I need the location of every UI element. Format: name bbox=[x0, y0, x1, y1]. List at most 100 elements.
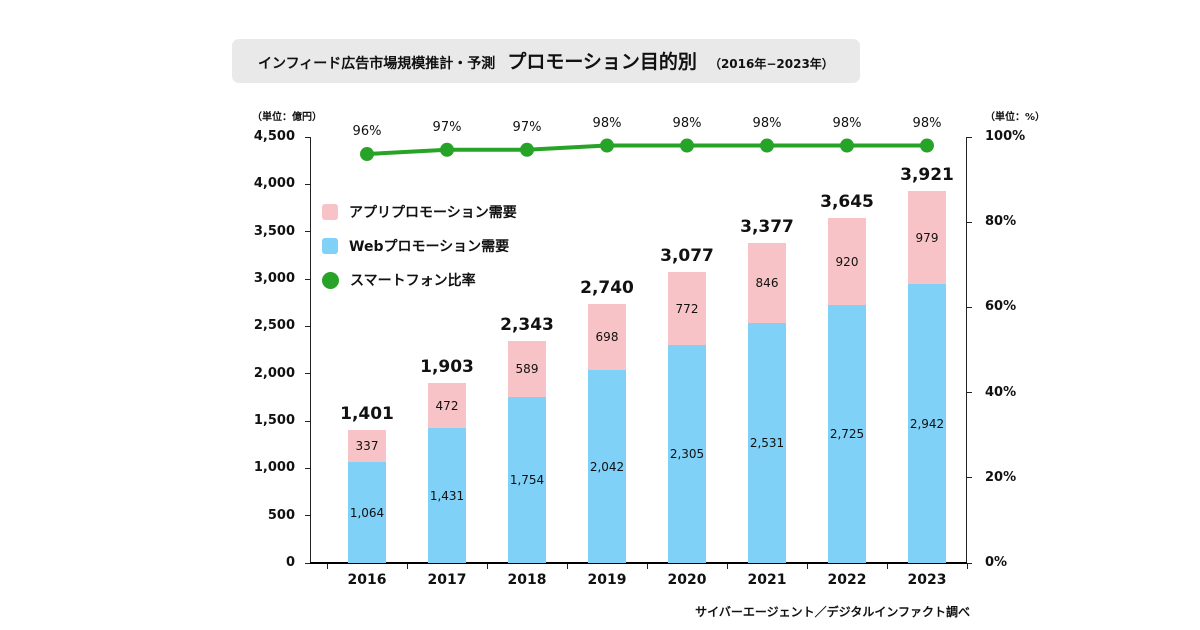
legend-item-1: Webプロモーション需要 bbox=[322, 237, 517, 255]
right-axis-tick bbox=[967, 306, 972, 308]
x-axis-label: 2021 bbox=[747, 572, 787, 588]
x-axis-line bbox=[310, 562, 967, 564]
y-axis-left-label: 1,000 bbox=[253, 460, 295, 476]
legend-label: Webプロモーション需要 bbox=[349, 239, 510, 255]
bar-segment-app: 920 bbox=[828, 218, 866, 305]
x-axis-tick bbox=[327, 564, 328, 569]
trend-line-svg bbox=[360, 138, 934, 162]
y-axis-right-label: 20% bbox=[985, 469, 1017, 485]
x-axis-label: 2017 bbox=[427, 572, 467, 588]
x-axis-label: 2018 bbox=[507, 572, 547, 588]
bar-segment-app: 337 bbox=[348, 430, 386, 462]
trend-dot bbox=[840, 138, 854, 153]
x-axis-tick bbox=[487, 564, 488, 569]
trend-dot bbox=[920, 138, 934, 153]
x-axis-tick bbox=[967, 564, 968, 569]
left-axis-tick bbox=[305, 467, 310, 469]
bar-total-label: 3,377 bbox=[740, 217, 794, 237]
right-axis-line bbox=[966, 137, 967, 563]
bar-total-label: 1,401 bbox=[340, 404, 394, 424]
x-axis-label: 2019 bbox=[587, 572, 627, 588]
bar-2020: 772 2,305 bbox=[668, 272, 706, 563]
legend-label: アプリプロモーション需要 bbox=[349, 205, 517, 221]
bar-segment-web: 2,042 bbox=[588, 370, 626, 563]
bar-segment-app: 772 bbox=[668, 272, 706, 345]
percent-label: 98% bbox=[912, 115, 942, 131]
trend-dot bbox=[680, 138, 694, 153]
plot-area: 337 1,064 1,401 2016 96% 472 1,431 1,903 2017 97%… bbox=[305, 116, 972, 588]
bar-total-label: 3,077 bbox=[660, 246, 714, 266]
x-axis-label: 2020 bbox=[667, 572, 707, 588]
bar-2016: 337 1,064 bbox=[348, 430, 386, 563]
y-axis-left-label: 1,500 bbox=[253, 413, 295, 428]
y-axis-left: 4,500 4,000 3,500 3,000 2,500 2,000 1,500 1,000… bbox=[232, 129, 295, 570]
bar-2019: 698 2,042 bbox=[588, 304, 626, 563]
bar-segment-app: 846 bbox=[748, 243, 786, 323]
trend-dot bbox=[360, 147, 374, 162]
legend-swatch-square bbox=[322, 238, 338, 254]
right-axis-unit-label: （単位：%） bbox=[985, 112, 1046, 123]
x-axis-tick bbox=[407, 564, 408, 569]
bar-segment-web: 1,431 bbox=[428, 428, 466, 563]
bar-total-label: 1,903 bbox=[420, 357, 474, 377]
bar-segment-web: 2,305 bbox=[668, 345, 706, 563]
x-axis-tick bbox=[807, 564, 808, 569]
x-axis-label: 2023 bbox=[907, 572, 947, 588]
left-axis-tick bbox=[305, 325, 310, 327]
x-axis-label: 2022 bbox=[827, 572, 867, 588]
left-axis-line bbox=[310, 137, 311, 563]
right-axis-tick bbox=[967, 136, 972, 138]
y-axis-left-label: 500 bbox=[267, 507, 295, 523]
legend: アプリプロモーション需要 Webプロモーション需要 スマートフォン比率 bbox=[322, 203, 517, 305]
bar-total-label: 2,343 bbox=[500, 315, 554, 335]
percent-label: 97% bbox=[432, 119, 462, 135]
trend-dot bbox=[520, 142, 534, 157]
y-axis-left-label: 4,000 bbox=[253, 176, 295, 192]
right-axis-tick bbox=[967, 477, 972, 479]
bar-segment-web: 1,064 bbox=[348, 462, 386, 563]
chart-title-years: （2016年−2023年） bbox=[708, 57, 834, 71]
y-axis-left-label: 2,000 bbox=[253, 365, 295, 381]
y-axis-right: 100% 80% 60% 40% 20% 0% bbox=[985, 129, 1045, 570]
trend-line bbox=[366, 143, 927, 157]
bar-segment-web: 2,725 bbox=[828, 305, 866, 563]
chart-title: インフィード広告市場規模推計・予測 プロモーション目的別 （2016年−2023… bbox=[232, 39, 860, 83]
x-axis-label: 2016 bbox=[347, 572, 387, 588]
percent-label: 98% bbox=[752, 115, 782, 131]
legend-item-2: スマートフォン比率 bbox=[322, 271, 517, 289]
y-axis-right-label: 60% bbox=[985, 299, 1017, 315]
y-axis-left-label: 0 bbox=[285, 555, 295, 570]
trend-dot bbox=[600, 138, 614, 153]
y-axis-right-label: 80% bbox=[985, 214, 1017, 230]
left-axis-tick bbox=[305, 515, 310, 517]
chart-title-main: プロモーション目的別 bbox=[507, 51, 697, 73]
bar-2023: 979 2,942 bbox=[908, 191, 946, 563]
y-axis-left-label: 4,500 bbox=[253, 129, 295, 144]
bar-segment-app: 979 bbox=[908, 191, 946, 284]
legend-label: スマートフォン比率 bbox=[350, 273, 476, 289]
bar-2018: 589 1,754 bbox=[508, 341, 546, 563]
bar-2022: 920 2,725 bbox=[828, 218, 866, 563]
x-axis-tick bbox=[567, 564, 568, 569]
percent-label: 97% bbox=[512, 119, 542, 135]
bar-2017: 472 1,431 bbox=[428, 383, 466, 563]
bar-total-label: 2,740 bbox=[580, 278, 634, 298]
left-axis-tick bbox=[305, 562, 310, 564]
y-axis-left-label: 3,500 bbox=[253, 223, 295, 239]
trend-dot bbox=[760, 138, 774, 153]
y-axis-right-label: 100% bbox=[985, 129, 1026, 144]
bar-total-label: 3,645 bbox=[820, 192, 874, 212]
y-axis-left-label: 3,000 bbox=[253, 271, 295, 286]
left-axis-tick bbox=[305, 231, 310, 233]
percent-label: 98% bbox=[832, 115, 862, 131]
bar-2021: 846 2,531 bbox=[748, 243, 786, 563]
right-axis-tick bbox=[967, 392, 972, 394]
left-axis-tick bbox=[305, 373, 310, 375]
bar-total-label: 3,921 bbox=[900, 165, 954, 185]
left-axis-tick bbox=[305, 183, 310, 185]
right-axis-tick bbox=[967, 221, 972, 223]
trend-dot bbox=[440, 142, 454, 157]
x-axis-tick bbox=[887, 564, 888, 569]
left-axis-tick bbox=[305, 278, 310, 280]
